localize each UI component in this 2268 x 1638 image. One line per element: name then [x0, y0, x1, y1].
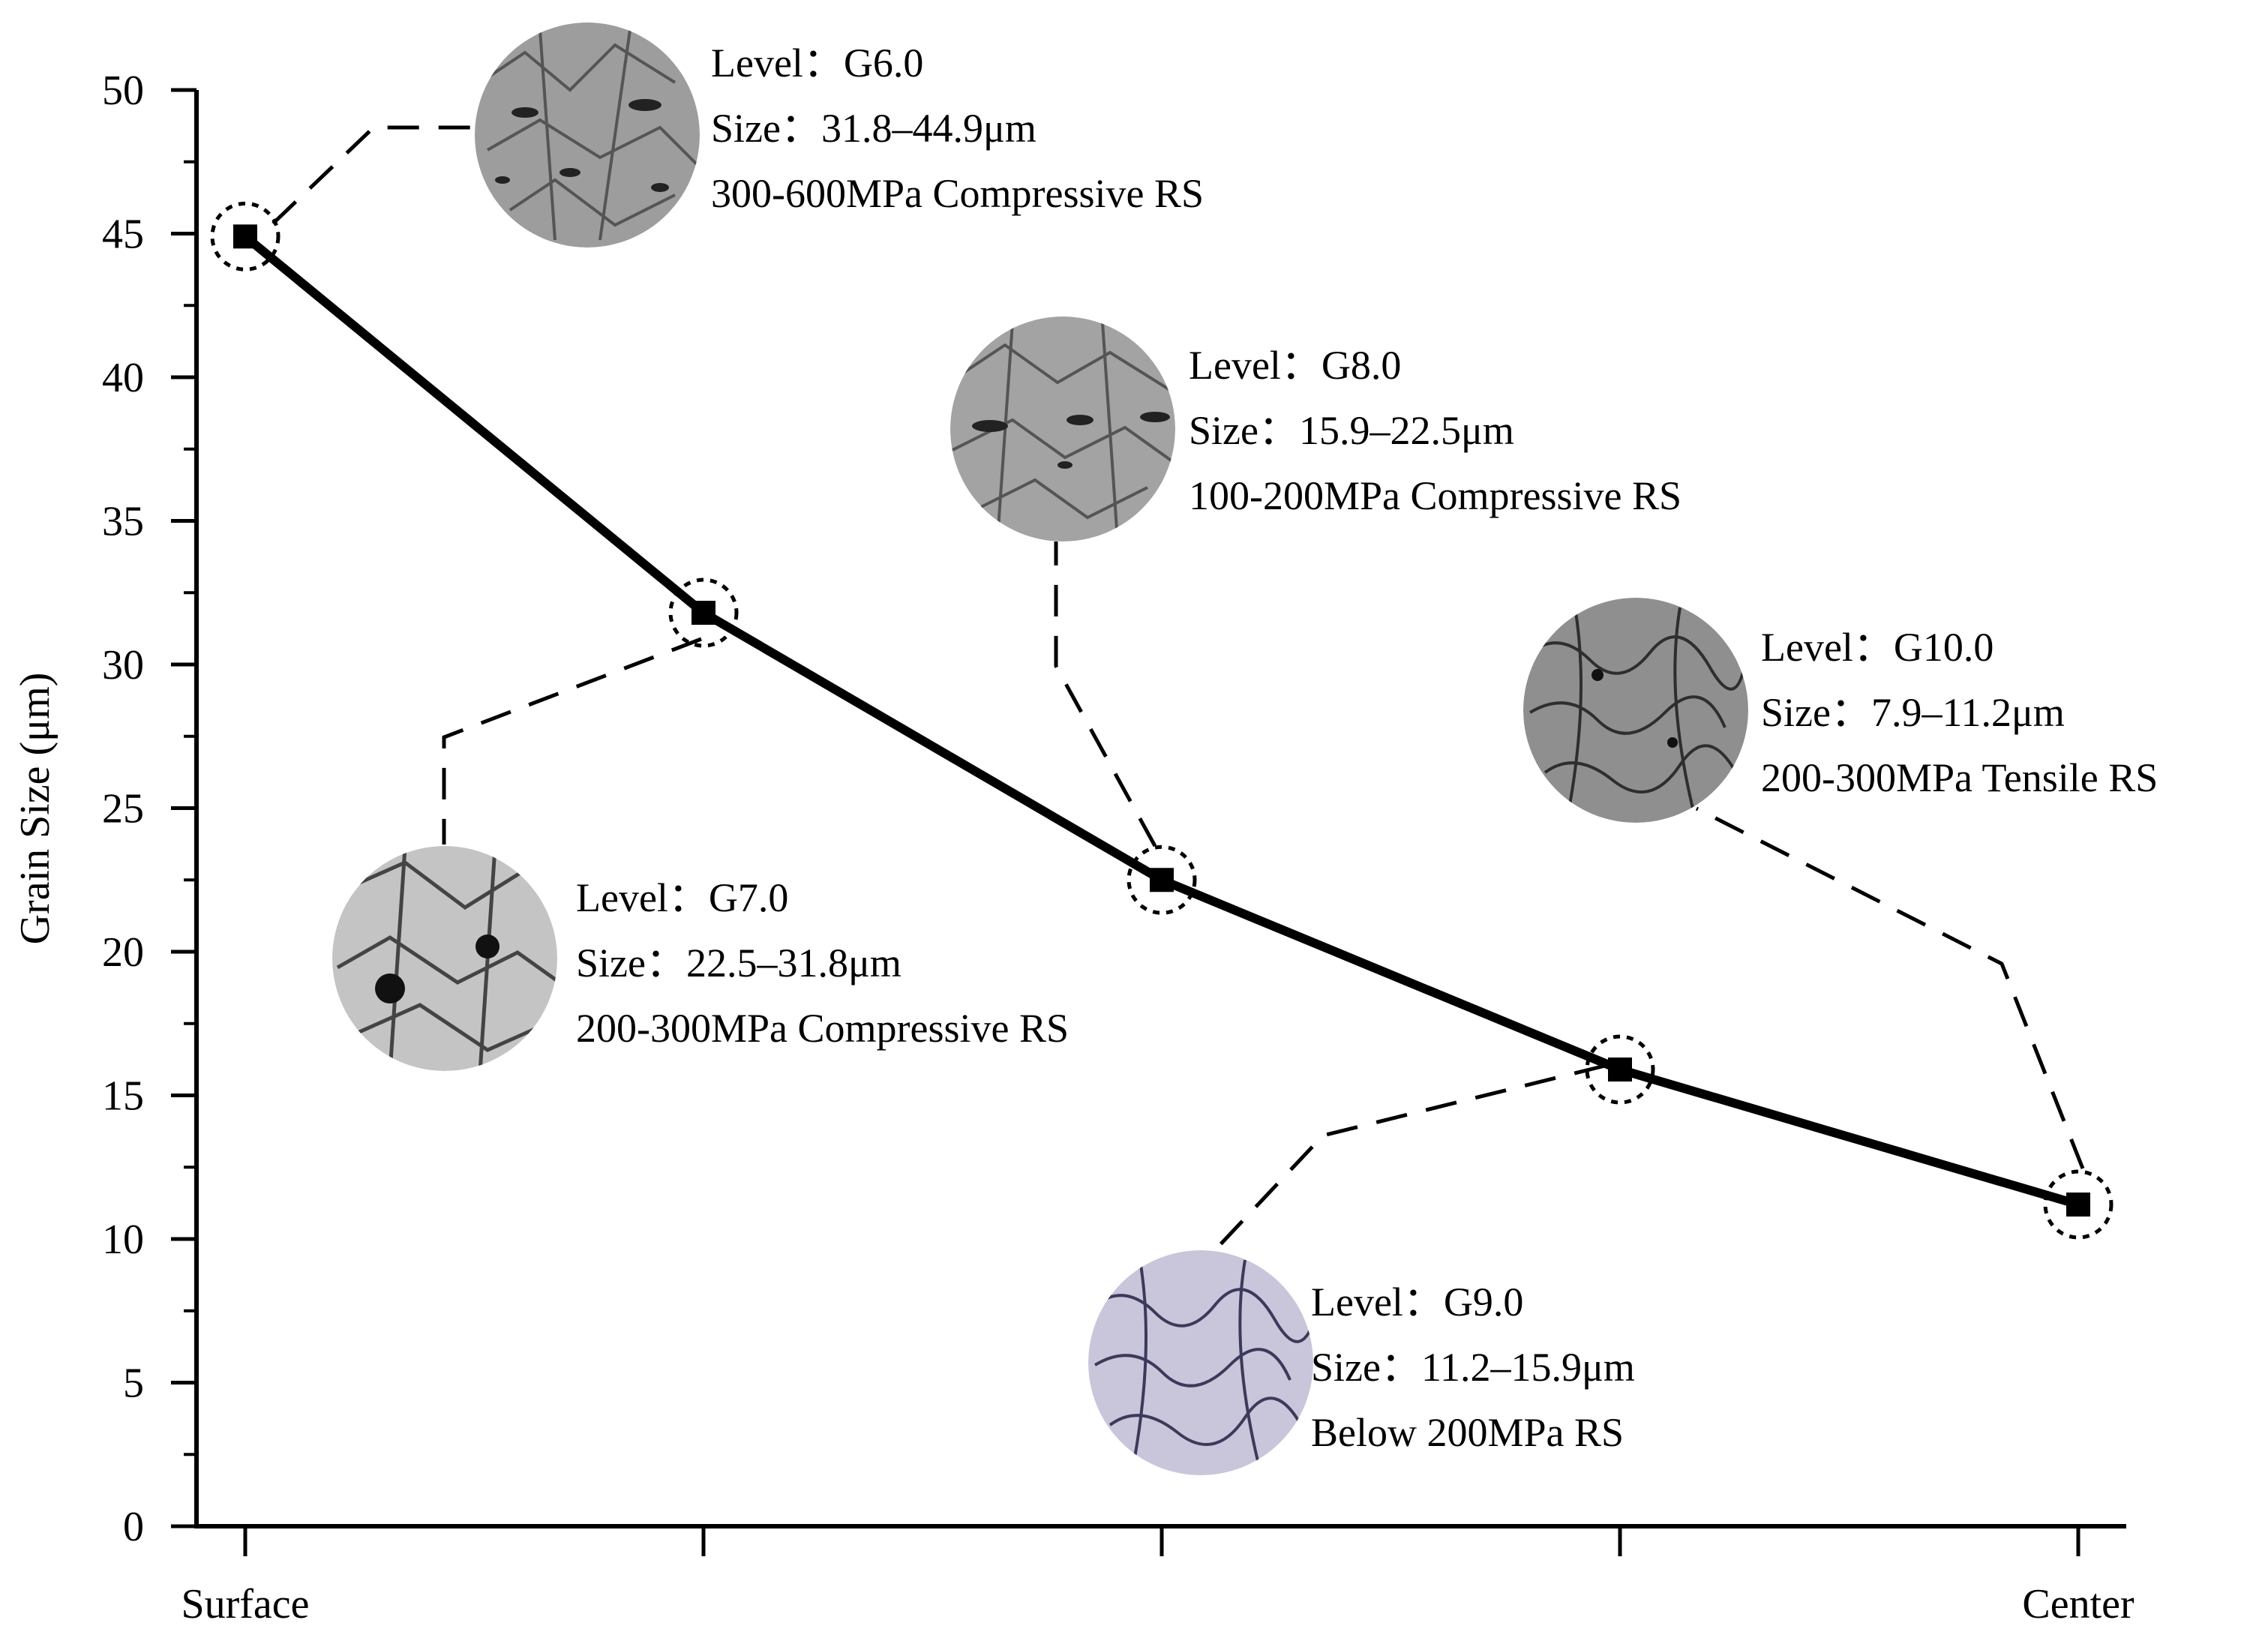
y-tick-label: 25 — [102, 786, 144, 832]
leader-line-g8 — [1054, 542, 1157, 848]
annotation-g9-size: Size：11.2–15.9μm — [1311, 1345, 1635, 1390]
y-tick-label: 45 — [102, 212, 144, 258]
annotation-g6-level: Level：G6.0 — [711, 40, 923, 86]
leader-line-g10 — [1695, 806, 2085, 1169]
annotation-g9-stress: Below 200MPa RS — [1311, 1410, 1624, 1455]
leader-line-g7 — [442, 637, 702, 844]
y-tick-label: 15 — [102, 1073, 144, 1120]
annotation-g9: Level：G9.0 Size：11.2–15.9μm Below 200MPa… — [1311, 1280, 1635, 1455]
y-tick-label: 40 — [102, 355, 144, 401]
annotation-g9-level: Level：G9.0 — [1311, 1280, 1523, 1324]
point-highlight-circle — [1126, 844, 1197, 915]
point-highlights — [210, 201, 2114, 1240]
y-tick-label: 35 — [102, 499, 144, 545]
data-point-marker — [692, 601, 716, 626]
point-highlight-circle — [668, 578, 739, 648]
micrograph-g6-icon — [475, 22, 700, 248]
micrograph-g10-icon — [1523, 598, 1748, 823]
y-tick-label: 5 — [123, 1360, 144, 1407]
annotation-g6: Level：G6.0 Size：31.8–44.9μm 300-600MPa C… — [711, 40, 1204, 216]
data-point-marker — [1608, 1058, 1632, 1082]
data-point-marker — [1150, 868, 1174, 892]
annotation-g6-stress: 300-600MPa Compressive RS — [711, 171, 1204, 216]
micrograph-g7-icon — [332, 846, 557, 1071]
annotation-g10-stress: 200-300MPa Tensile RS — [1761, 755, 2158, 800]
y-tick-label: 0 — [123, 1504, 144, 1550]
y-tick-label: 10 — [102, 1216, 144, 1263]
data-point-marker — [233, 224, 257, 249]
annotation-g8-stress: 100-200MPa Compressive RS — [1189, 473, 1682, 518]
x-tick-label: Center — [2022, 1581, 2134, 1628]
leader-line-g9 — [1212, 1064, 1606, 1253]
point-highlight-circle — [1585, 1034, 1655, 1105]
micrograph-g9-icon — [1088, 1250, 1313, 1475]
annotation-g8: Level：G8.0 Size：15.9–22.5μm 100-200MPa C… — [1189, 343, 1682, 518]
annotation-g7-level: Level：G7.0 — [576, 875, 788, 920]
annotation-g7-stress: 200-300MPa Compressive RS — [576, 1006, 1069, 1051]
data-markers — [233, 224, 2090, 1217]
annotation-g10: Level：G10.0 Size：7.9–11.2μm 200-300MPa T… — [1761, 625, 2158, 800]
annotation-g8-size: Size：15.9–22.5μm — [1189, 408, 1514, 453]
point-highlight-circle — [2043, 1169, 2114, 1240]
y-tick-label: 50 — [102, 68, 144, 114]
point-highlight-circle — [210, 201, 280, 272]
micrograph-g8-icon — [950, 316, 1175, 542]
annotation-g8-level: Level：G8.0 — [1189, 343, 1401, 388]
x-axis-ticks: Surface Center — [181, 1526, 2134, 1628]
y-axis-title: Grain Size (μm) — [12, 673, 58, 945]
annotation-g7: Level：G7.0 Size：22.5–31.8μm 200-300MPa C… — [576, 875, 1069, 1051]
y-axis-ticks: 0 5 10 15 20 25 30 35 40 45 50 — [102, 68, 196, 1550]
x-tick-label: Surface — [181, 1581, 309, 1628]
y-tick-label: 20 — [102, 929, 144, 976]
annotation-g7-size: Size：22.5–31.8μm — [576, 940, 902, 986]
annotation-g10-level: Level：G10.0 — [1761, 625, 1994, 670]
y-tick-label: 30 — [102, 642, 144, 688]
annotation-g10-size: Size：7.9–11.2μm — [1761, 690, 2065, 735]
leader-line-g6 — [272, 125, 474, 225]
data-point-marker — [2066, 1192, 2090, 1217]
leader-lines — [272, 125, 2085, 1253]
annotation-g6-size: Size：31.8–44.9μm — [711, 106, 1036, 151]
